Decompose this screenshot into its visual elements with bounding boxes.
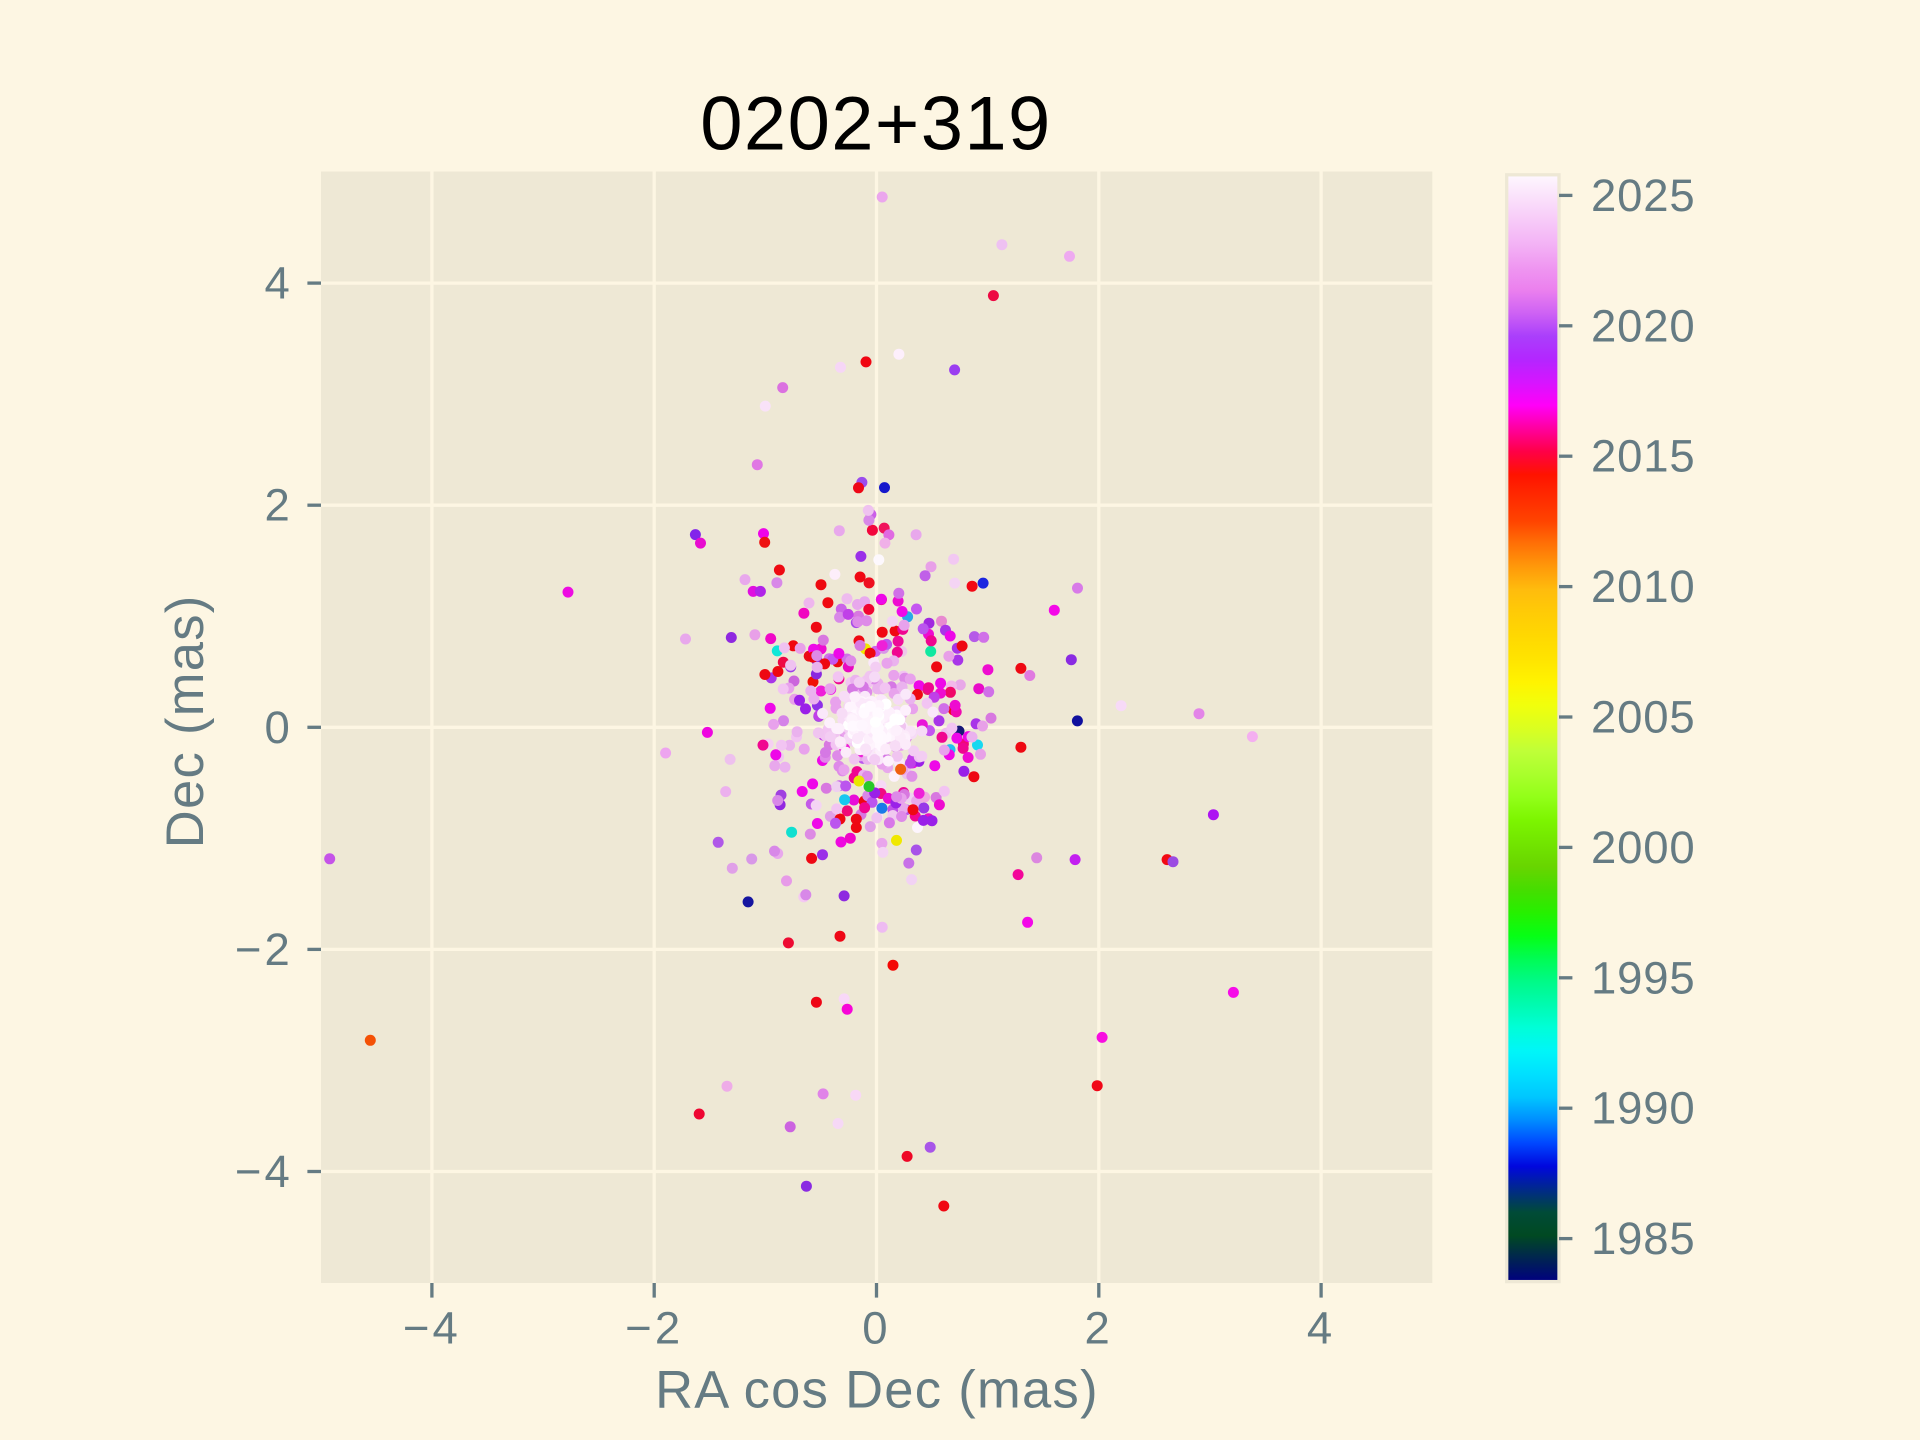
svg-text:1990: 1990 (1591, 1083, 1695, 1134)
svg-text:Dec (mas): Dec (mas) (156, 594, 215, 848)
svg-text:2015: 2015 (1591, 431, 1695, 482)
svg-text:1995: 1995 (1591, 952, 1695, 1003)
svg-text:−2: −2 (625, 1303, 683, 1354)
svg-text:RA cos Dec (mas): RA cos Dec (mas) (655, 1361, 1099, 1420)
svg-text:−2: −2 (235, 924, 293, 975)
svg-text:0202+319: 0202+319 (700, 82, 1051, 167)
svg-text:4: 4 (1307, 1303, 1336, 1354)
svg-text:2: 2 (1085, 1303, 1114, 1354)
svg-text:2020: 2020 (1591, 300, 1695, 351)
svg-text:2: 2 (264, 480, 293, 531)
svg-text:2025: 2025 (1591, 170, 1695, 221)
svg-text:2000: 2000 (1591, 822, 1695, 873)
svg-text:2005: 2005 (1591, 692, 1695, 743)
svg-text:4: 4 (264, 258, 293, 309)
svg-text:0: 0 (264, 702, 293, 753)
svg-text:2010: 2010 (1591, 561, 1695, 612)
svg-text:−4: −4 (403, 1303, 461, 1354)
svg-text:1985: 1985 (1591, 1213, 1695, 1264)
svg-text:−4: −4 (235, 1146, 293, 1197)
svg-text:0: 0 (862, 1303, 891, 1354)
